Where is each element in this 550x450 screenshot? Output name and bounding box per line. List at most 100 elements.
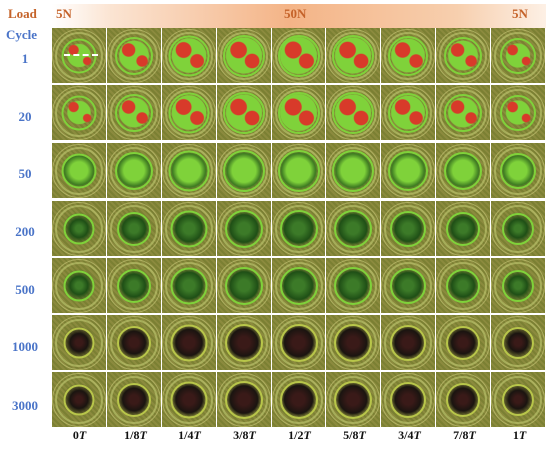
outer-ring (52, 85, 106, 140)
outer-ring (326, 85, 381, 140)
outer-ring (271, 258, 326, 313)
micrograph-cell (271, 201, 327, 256)
cycle-row-label: 1000 (12, 339, 38, 354)
outer-ring (52, 201, 106, 256)
phase-column-label: 0T (72, 428, 87, 442)
contact-spot (502, 269, 535, 302)
outer-ring (106, 315, 161, 370)
wear-scar-ring (494, 375, 543, 424)
cycle-row-label: 1 (21, 51, 29, 66)
outer-ring (52, 315, 106, 370)
outer-ring (216, 201, 271, 256)
outer-ring (381, 143, 436, 198)
micrograph-cell (216, 201, 272, 256)
wear-scar-ring (54, 318, 103, 367)
outer-ring (436, 143, 491, 198)
wear-scar-ring (109, 146, 158, 195)
wear-scar-ring (54, 88, 103, 137)
micrograph-cell (491, 28, 547, 83)
load-value-end: 5N (512, 6, 528, 21)
outer-ring (381, 85, 436, 140)
wear-scar-ring (274, 261, 323, 310)
outer-ring (381, 258, 436, 313)
contact-spot (63, 213, 95, 244)
contact-spot (224, 323, 263, 362)
contact-spot (116, 268, 151, 303)
outer-ring (381, 372, 436, 427)
contact-spot (502, 212, 535, 245)
wear-scar-ring (164, 146, 213, 195)
outer-ring (161, 201, 216, 256)
cycle-axis-title: Cycle (6, 27, 38, 42)
phase-column-label: 1/4T (178, 428, 201, 442)
wear-scar-ring (439, 318, 488, 367)
wear-scar-ring (384, 88, 433, 137)
wear-scar-ring (494, 318, 543, 367)
micrograph-cell (216, 143, 272, 198)
micrograph-cell (491, 258, 547, 313)
micrograph-cell (381, 372, 437, 427)
contact-spot (61, 95, 97, 130)
wear-scar-ring (109, 31, 158, 80)
contact-spot (446, 268, 481, 303)
outer-ring (106, 143, 161, 198)
contact-spot (114, 36, 153, 75)
cycle-row (52, 201, 547, 256)
outer-ring (436, 372, 491, 427)
micrograph-cell (436, 201, 492, 256)
cycle-row-label: 20 (18, 109, 32, 124)
wear-scar-ring (494, 261, 543, 310)
outer-ring (271, 143, 326, 198)
wear-scar-ring (384, 375, 433, 424)
contact-spot (116, 325, 151, 360)
outer-ring (106, 201, 161, 256)
outer-ring (271, 201, 326, 256)
contact-spot (279, 323, 318, 362)
cycle-row (52, 143, 547, 198)
wear-scar-ring (384, 261, 433, 310)
wear-scar-ring (329, 375, 378, 424)
wear-scar-ring (54, 261, 103, 310)
outer-ring (106, 28, 161, 83)
wear-scar-ring (164, 204, 213, 253)
cycle-row-label: 500 (15, 282, 35, 297)
contact-spot (444, 36, 483, 75)
outer-ring (491, 258, 546, 313)
micrograph-cell (216, 315, 272, 370)
contact-spot (332, 34, 375, 77)
micrograph-cell (216, 28, 272, 83)
phase-column-label: 1/2T (288, 428, 311, 442)
micrograph-cell (326, 258, 382, 313)
wear-scar-ring (109, 375, 158, 424)
micrograph-cell (436, 258, 492, 313)
outer-ring (161, 85, 216, 140)
wear-scar-ring (274, 146, 323, 195)
outer-ring (161, 372, 216, 427)
load-value-peak: 50N (284, 6, 307, 21)
micrograph-cell (161, 315, 217, 370)
micrograph-cell (106, 315, 162, 370)
wear-scar-ring (274, 204, 323, 253)
outer-ring (216, 258, 271, 313)
wear-scar-ring (274, 318, 323, 367)
micrograph-cell (436, 315, 492, 370)
contact-spot (114, 93, 153, 132)
micrograph-cell (52, 258, 107, 313)
micrograph-cell (381, 315, 437, 370)
contact-spot (334, 380, 373, 419)
wear-scar-ring (219, 204, 268, 253)
wear-scar-ring (109, 261, 158, 310)
contact-spot (390, 267, 427, 304)
contact-spot (277, 149, 320, 192)
wear-scar-ring (164, 31, 213, 80)
outer-ring (216, 85, 271, 140)
contact-spot (63, 384, 95, 415)
micrograph-cell (52, 143, 107, 198)
outer-ring (271, 315, 326, 370)
wear-scar-ring (329, 31, 378, 80)
micrograph-cell (271, 143, 327, 198)
micrograph-cell (106, 372, 162, 427)
micrograph-cell (436, 143, 492, 198)
micrograph-cell (436, 372, 492, 427)
wear-scar-ring (219, 146, 268, 195)
